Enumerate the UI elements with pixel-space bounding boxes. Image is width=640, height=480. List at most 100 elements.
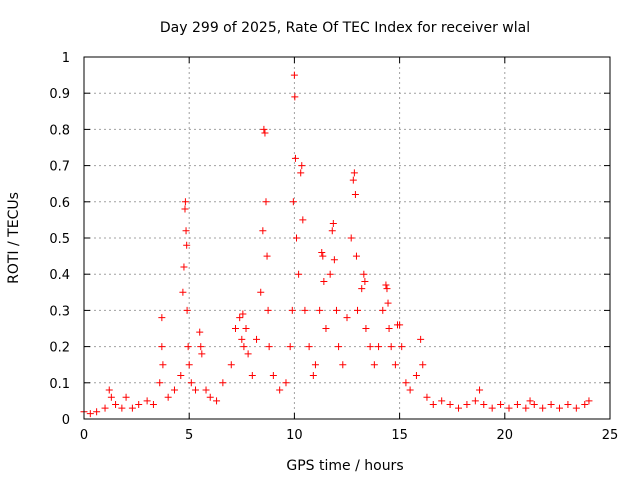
data-point (322, 325, 330, 332)
data-point (349, 176, 357, 184)
data-point (107, 393, 115, 401)
data-point (158, 343, 166, 351)
data-point (242, 325, 250, 332)
data-point (101, 404, 109, 412)
data-point (164, 393, 172, 401)
y-tick-label: 0.4 (49, 268, 70, 283)
data-point (158, 314, 166, 322)
data-point (335, 343, 343, 351)
data-point (572, 404, 580, 412)
data-point (143, 397, 151, 405)
data-point (513, 401, 521, 409)
x-tick-label: 5 (185, 428, 193, 443)
data-point (290, 71, 298, 79)
data-point (488, 404, 496, 412)
data-point (192, 386, 200, 394)
data-point (291, 154, 299, 162)
data-point (360, 270, 368, 278)
data-point (180, 263, 188, 271)
data-point (206, 393, 214, 401)
x-tick-label: 25 (602, 428, 619, 443)
y-tick-label: 0.1 (49, 377, 70, 392)
data-point (446, 401, 454, 409)
data-point (259, 227, 267, 235)
data-point (93, 408, 101, 416)
data-point (182, 227, 190, 235)
x-axis-label: GPS time / hours (286, 458, 403, 474)
data-point (128, 404, 136, 412)
data-point (319, 252, 327, 260)
data-point (244, 350, 252, 358)
data-point (105, 386, 113, 394)
data-point (505, 404, 513, 412)
data-point (398, 343, 406, 351)
y-tick-label: 0.6 (49, 196, 70, 211)
data-point (366, 343, 374, 351)
data-point (269, 372, 277, 380)
data-point (159, 361, 167, 369)
data-point (391, 361, 399, 369)
data-point (318, 248, 326, 256)
data-point (309, 372, 317, 380)
data-point (265, 343, 273, 351)
y-tick-label: 1 (62, 51, 70, 66)
data-point (264, 306, 272, 314)
data-point (375, 343, 383, 351)
data-point (202, 386, 210, 394)
data-point (86, 410, 94, 418)
data-point (261, 129, 269, 137)
data-point (257, 288, 265, 296)
data-point (526, 397, 534, 405)
data-point (463, 401, 471, 409)
axis-ticks (83, 56, 611, 420)
data-point (417, 335, 425, 343)
data-point (248, 372, 256, 380)
data-point (343, 314, 351, 322)
data-point (547, 401, 555, 409)
data-point (384, 299, 392, 307)
data-point (297, 169, 305, 177)
data-point (382, 281, 390, 289)
data-point (438, 397, 446, 405)
data-point (253, 335, 261, 343)
grid (84, 57, 610, 419)
data-point (347, 234, 355, 242)
data-point (362, 325, 370, 332)
data-point (455, 404, 463, 412)
data-point (282, 379, 290, 387)
data-point (383, 285, 391, 293)
data-point (187, 379, 195, 387)
data-point (480, 401, 488, 409)
x-tick-labels: 0 5 10 15 20 25 (80, 428, 618, 443)
data-point (396, 321, 404, 329)
data-point (585, 397, 593, 405)
data-point (231, 325, 239, 332)
data-point (276, 386, 284, 394)
x-tick-label: 10 (286, 428, 303, 443)
data-point (316, 306, 324, 314)
data-point (112, 401, 120, 409)
data-point (240, 343, 248, 351)
data-point (329, 220, 337, 228)
data-point (293, 234, 301, 242)
data-point (227, 361, 235, 369)
y-tick-label: 0 (62, 413, 70, 428)
data-point (419, 361, 427, 369)
data-point (361, 277, 369, 285)
y-axis-label: ROTI / TECUs (6, 192, 22, 284)
data-point (177, 372, 185, 380)
data-point (198, 350, 206, 358)
data-point (406, 386, 414, 394)
chart-title: Day 299 of 2025, Rate Of TEC Index for r… (160, 20, 530, 36)
data-point (301, 306, 309, 314)
data-point (149, 401, 157, 409)
data-point (238, 335, 246, 343)
data-point (118, 404, 126, 412)
data-point (350, 169, 358, 177)
x-tick-label: 0 (80, 428, 88, 443)
data-point (351, 191, 359, 199)
data-point (530, 401, 538, 409)
data-point (326, 270, 334, 278)
data-point (354, 306, 362, 314)
